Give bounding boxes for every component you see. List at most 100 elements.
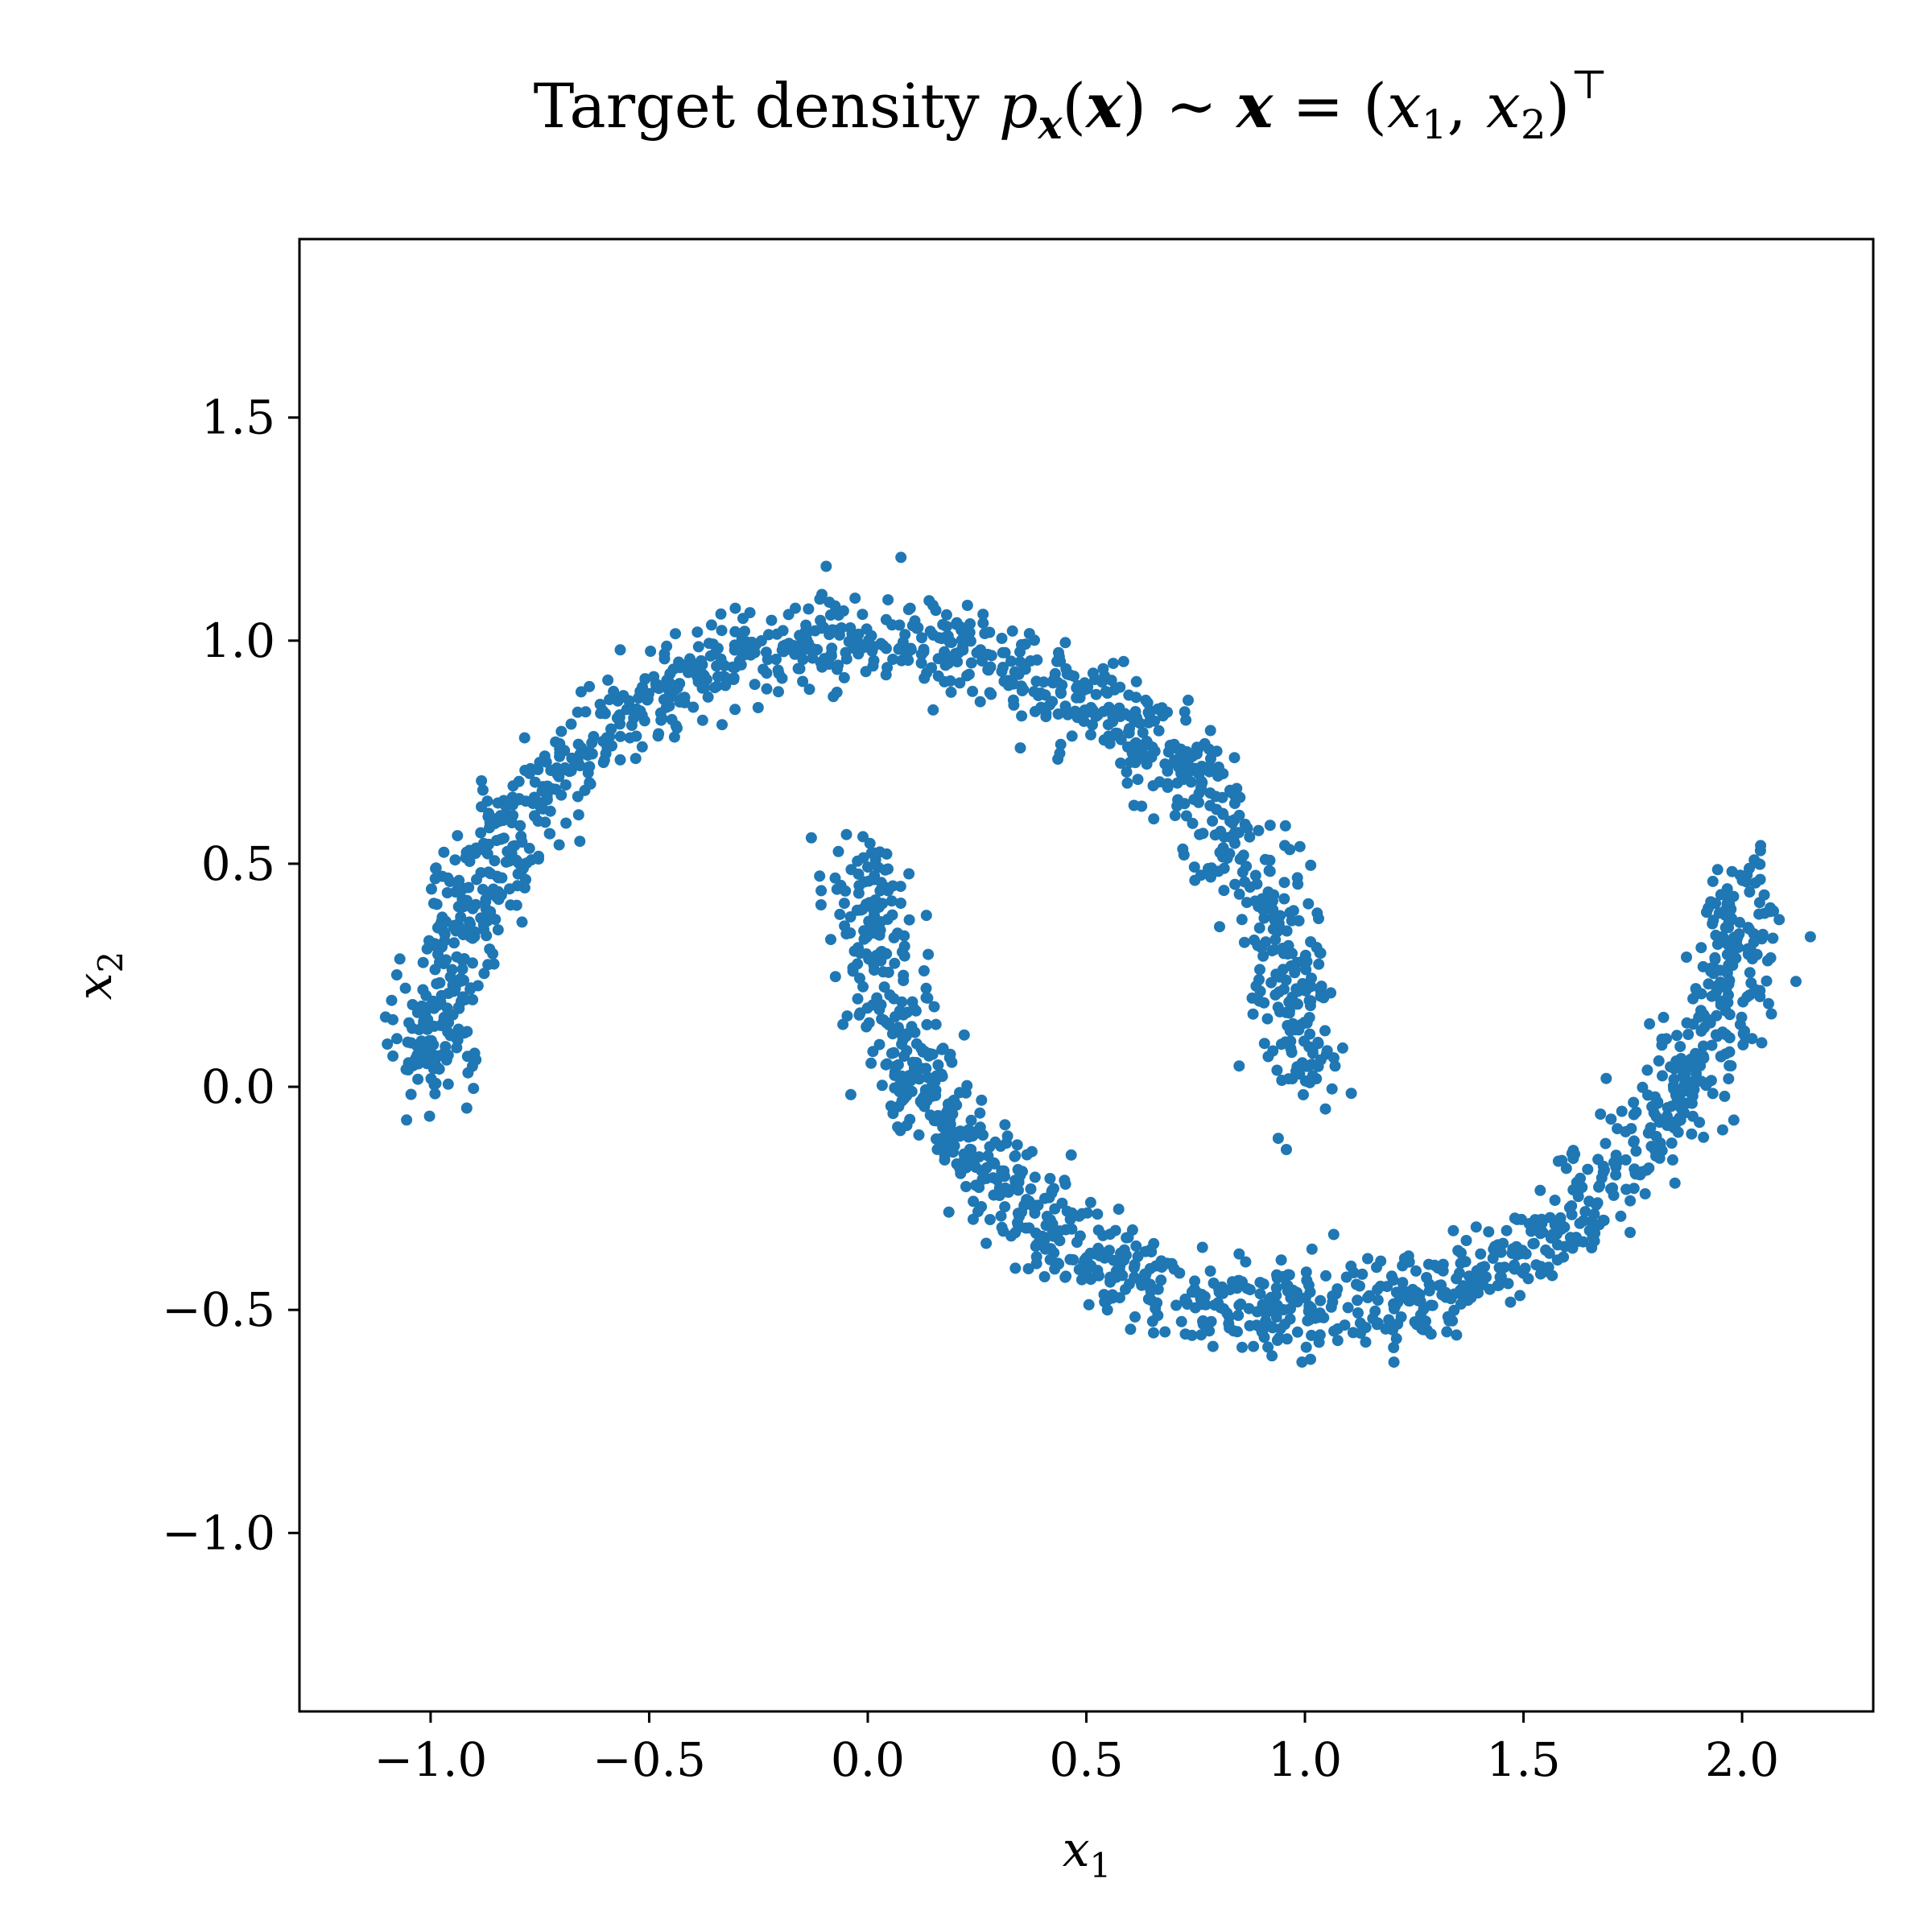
scatter-point xyxy=(478,844,490,856)
scatter-point xyxy=(971,646,983,658)
scatter-point xyxy=(696,682,708,694)
scatter-point xyxy=(687,701,700,713)
scatter-point xyxy=(478,968,490,980)
scatter-point xyxy=(1244,831,1256,843)
scatter-point xyxy=(1047,1230,1059,1242)
scatter-point xyxy=(777,625,789,637)
scatter-point xyxy=(463,881,475,894)
scatter-point xyxy=(773,667,785,679)
scatter-point xyxy=(1142,707,1154,718)
scatter-point xyxy=(386,994,398,1006)
scatter-point xyxy=(984,1214,996,1225)
scatter-point xyxy=(1305,1353,1316,1365)
scatter-point xyxy=(974,696,986,708)
scatter-point xyxy=(1759,907,1771,919)
scatter-point xyxy=(1052,1257,1064,1269)
scatter-point xyxy=(939,1154,951,1166)
scatter-point xyxy=(1001,1137,1013,1149)
scatter-point xyxy=(634,705,646,717)
scatter-point xyxy=(523,767,535,779)
scatter-point xyxy=(944,675,956,687)
scatter-point xyxy=(1120,1283,1131,1295)
scatter-point xyxy=(902,604,914,616)
scatter-point xyxy=(770,654,782,665)
scatter-point xyxy=(889,957,901,969)
scatter-point xyxy=(1608,1156,1620,1168)
scatter-point xyxy=(1254,985,1266,997)
scatter-point xyxy=(1048,1183,1059,1195)
scatter-point xyxy=(1312,1036,1324,1048)
scatter-point xyxy=(716,625,728,637)
scatter-point xyxy=(1108,1254,1120,1266)
scatter-point xyxy=(1509,1263,1521,1275)
scatter-point xyxy=(1175,1315,1187,1327)
scatter-point xyxy=(1724,1009,1736,1021)
scatter-point xyxy=(1248,1340,1260,1352)
scatter-point xyxy=(414,1050,426,1062)
scatter-point xyxy=(1552,1239,1563,1251)
scatter-point xyxy=(1416,1323,1428,1335)
scatter-point xyxy=(882,594,894,606)
scatter-point xyxy=(869,894,881,906)
scatter-point xyxy=(869,847,881,859)
scatter-point xyxy=(1177,843,1189,855)
scatter-point xyxy=(489,855,501,867)
scatter-point xyxy=(1727,960,1739,972)
scatter-point xyxy=(758,663,770,675)
scatter-point xyxy=(1464,1286,1476,1297)
scatter-point xyxy=(729,704,741,716)
scatter-point xyxy=(832,659,844,671)
scatter-point xyxy=(815,899,827,910)
scatter-point xyxy=(1306,1329,1318,1341)
scatter-point xyxy=(1059,637,1071,649)
scatter-point xyxy=(1744,886,1756,898)
scatter-point xyxy=(1155,1255,1167,1267)
scatter-point xyxy=(1214,921,1225,933)
scatter-point xyxy=(696,714,708,726)
scatter-point xyxy=(864,837,876,849)
scatter-point xyxy=(895,898,906,909)
scatter-point xyxy=(1653,1152,1666,1164)
scatter-point xyxy=(401,1114,413,1126)
scatter-point xyxy=(1066,730,1078,742)
scatter-point xyxy=(896,996,908,1008)
scatter-point xyxy=(523,842,535,854)
scatter-point xyxy=(1016,685,1028,696)
scatter-point xyxy=(913,1063,925,1075)
scatter-point xyxy=(1607,1182,1619,1194)
scatter-point xyxy=(954,1130,966,1142)
scatter-point xyxy=(1013,1176,1025,1188)
scatter-point xyxy=(845,864,857,876)
scatter-point xyxy=(516,916,528,928)
scatter-point xyxy=(898,940,910,952)
scatter-point xyxy=(1078,716,1090,728)
scatter-point xyxy=(761,683,773,695)
scatter-point xyxy=(723,674,734,686)
scatter-point xyxy=(487,947,499,960)
scatter-point xyxy=(1705,896,1717,908)
x-tick-label: 2.0 xyxy=(1705,1732,1779,1787)
scatter-point xyxy=(943,1119,954,1131)
scatter-point xyxy=(572,706,584,718)
scatter-point xyxy=(1470,1221,1482,1233)
scatter-point xyxy=(1075,1274,1088,1286)
scatter-point xyxy=(1758,889,1770,901)
scatter-point xyxy=(1675,1102,1687,1114)
scatter-point xyxy=(1620,1125,1632,1137)
scatter-point xyxy=(1272,926,1283,937)
scatter-point xyxy=(1284,1005,1295,1017)
scatter-point xyxy=(868,654,880,667)
scatter-point xyxy=(487,883,499,895)
scatter-point xyxy=(1571,1176,1583,1188)
scatter-point xyxy=(1298,1088,1309,1100)
scatter-point xyxy=(1125,1323,1137,1335)
scatter-point xyxy=(826,642,838,654)
scatter-point xyxy=(695,654,707,667)
scatter-point xyxy=(824,609,836,621)
scatter-point xyxy=(901,1120,913,1132)
scatter-point xyxy=(1223,1318,1235,1330)
scatter-point xyxy=(1113,1203,1125,1216)
scatter-point xyxy=(712,671,724,683)
scatter-point xyxy=(1695,1075,1707,1088)
scatter-point xyxy=(670,720,682,732)
